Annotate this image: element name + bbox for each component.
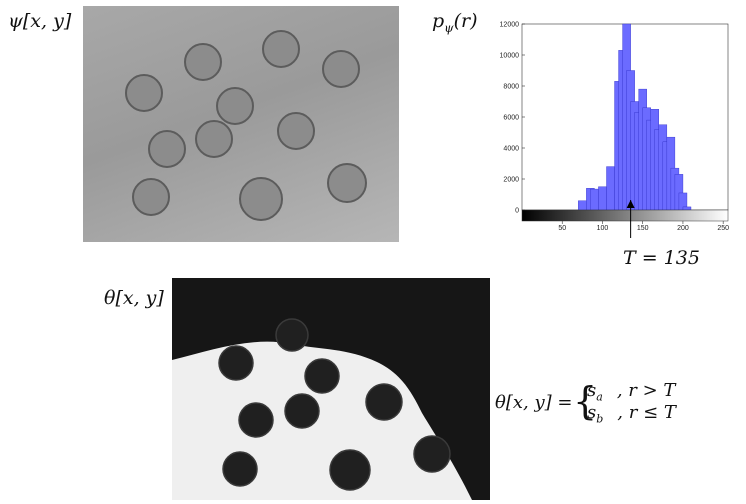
y-tick-label: 6000 xyxy=(503,115,519,122)
y-tick-label: 12000 xyxy=(500,22,520,29)
y-tick-label: 2000 xyxy=(503,177,519,184)
x-tick-label: 200 xyxy=(677,225,689,232)
gray-colorbar xyxy=(521,209,729,222)
histogram-bar xyxy=(578,200,587,211)
equation-case-b: sb, r ≤ T xyxy=(587,402,676,426)
x-tick-label: 50 xyxy=(558,225,566,232)
equation-case-a: sa, r > T xyxy=(587,380,676,404)
y-tick-label: 10000 xyxy=(500,53,520,60)
equation-brace: { xyxy=(573,379,598,423)
binary-threshold-image xyxy=(172,278,490,500)
psi-label: ψ[x, y] xyxy=(8,10,72,32)
histogram-chart: 0 2000 4000 6000 8000 10000 12000 50 100 150 200 2… xyxy=(500,22,729,238)
y-tick-label: 0 xyxy=(515,208,519,215)
threshold-marker-arrow xyxy=(626,200,635,208)
histogram-bar xyxy=(590,188,599,211)
equation-lhs: θ[x, y] = xyxy=(495,392,573,413)
x-tick-label: 250 xyxy=(717,225,729,232)
y-tick-label: 4000 xyxy=(503,146,519,153)
threshold-label: T = 135 xyxy=(623,247,700,269)
x-tick-label: 100 xyxy=(597,225,609,232)
y-tick-label: 8000 xyxy=(503,84,519,91)
x-tick-label: 150 xyxy=(637,225,649,232)
theta-label: θ[x, y] xyxy=(104,287,164,309)
histogram-bar xyxy=(598,186,607,211)
histogram-label: pψ(r) xyxy=(432,10,478,35)
histogram-bar xyxy=(606,166,615,211)
grayscale-coins-image xyxy=(83,6,399,242)
histogram-bar xyxy=(682,206,692,211)
